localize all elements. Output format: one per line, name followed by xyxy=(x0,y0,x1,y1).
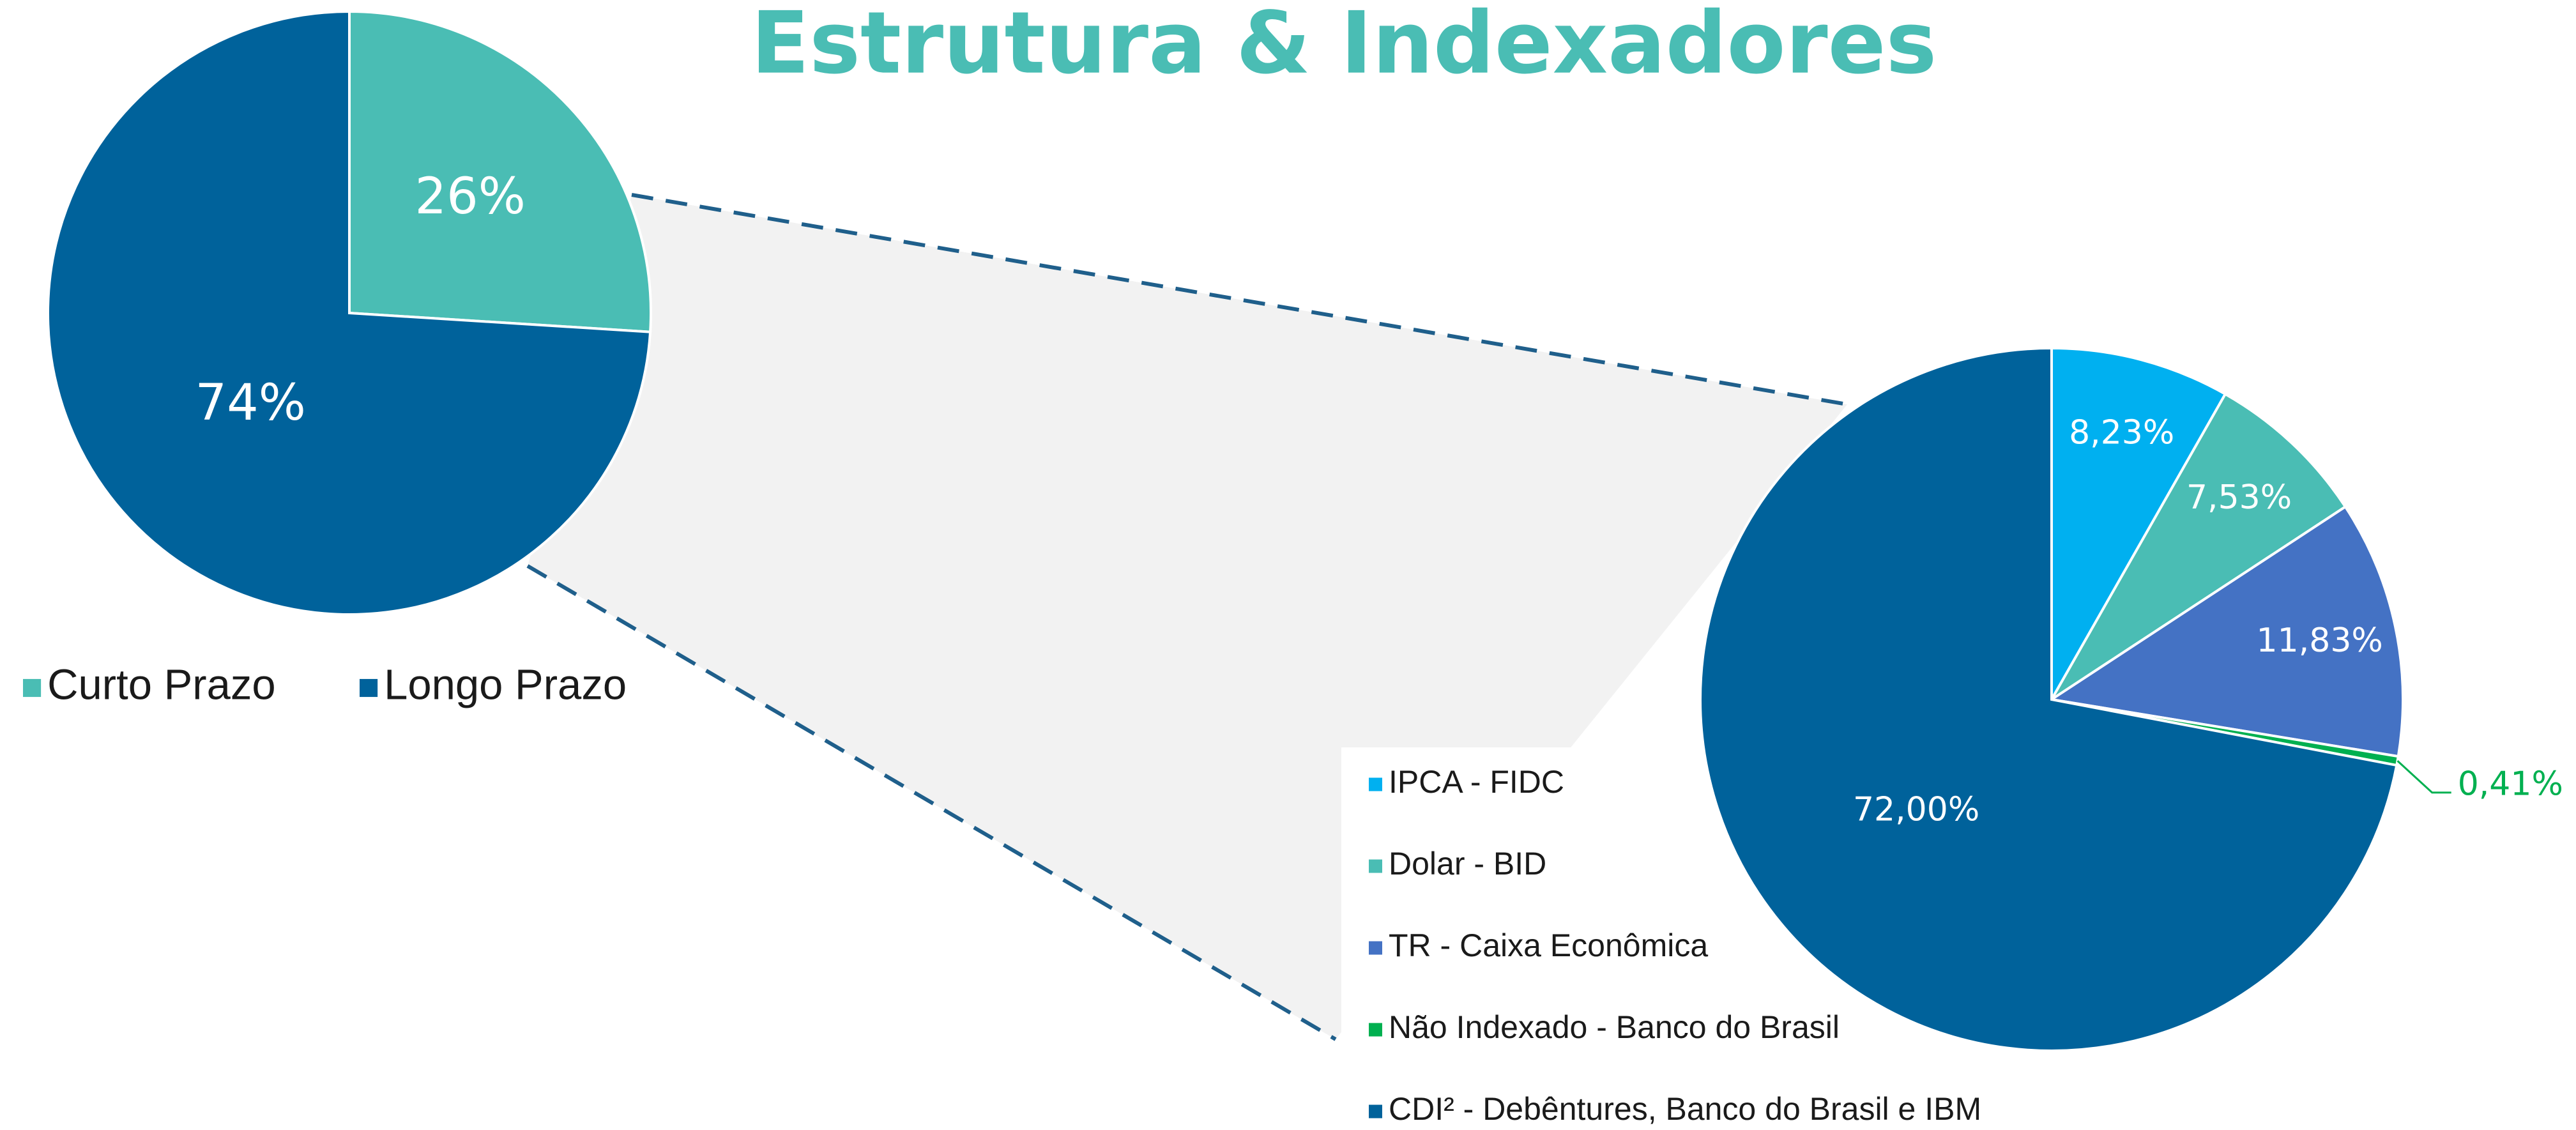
legend-swatch xyxy=(23,678,42,698)
pie-slice xyxy=(47,10,652,616)
data-label: 26% xyxy=(415,168,526,225)
legend-label: Longo Prazo xyxy=(384,661,627,709)
legend-label: Curto Prazo xyxy=(47,661,275,709)
zoom-line xyxy=(526,564,1337,1041)
zoom-area xyxy=(528,195,1847,1039)
legend-swatch xyxy=(1369,941,1382,955)
leader-line xyxy=(2397,760,2451,794)
data-label: 0,41% xyxy=(2458,765,2563,804)
legend-swatch xyxy=(1369,777,1382,791)
pie-slice xyxy=(1699,346,2398,1052)
pie-slice xyxy=(2050,346,2227,705)
data-label: 74% xyxy=(195,374,305,432)
legend-label: CDI² - Debêntures, Banco do Brasil e IBM xyxy=(1389,1091,1981,1127)
legend-swatch xyxy=(1369,859,1382,873)
pie-slice xyxy=(2050,392,2347,701)
data-label: 8,23% xyxy=(2069,413,2174,452)
data-label: 11,83% xyxy=(2257,622,2383,660)
pie-slice xyxy=(2048,505,2404,758)
legend-label: TR - Caixa Econômica xyxy=(1389,928,1708,963)
legend-background xyxy=(1341,747,1763,1130)
legend-label: IPCA - FIDC xyxy=(1389,764,1564,800)
legend-swatch xyxy=(1369,1023,1382,1037)
pie-slice xyxy=(348,10,652,333)
data-label: 7,53% xyxy=(2186,478,2292,517)
title: Estrutura & Indexadores xyxy=(751,0,1937,93)
legend-label: Não Indexado - Banco do Brasil xyxy=(1389,1009,1840,1045)
legend-swatch xyxy=(1369,1104,1382,1119)
legend-label: Dolar - BID xyxy=(1389,846,1546,882)
data-label: 72,00% xyxy=(1853,790,1979,828)
legend-swatch xyxy=(360,678,378,698)
